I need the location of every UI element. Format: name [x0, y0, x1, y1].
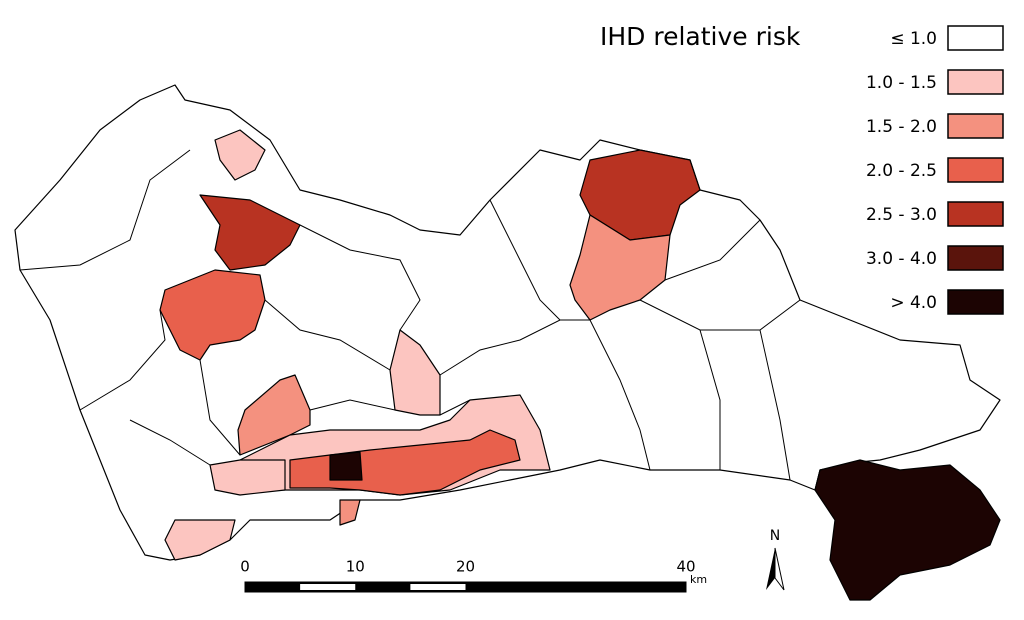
scale-unit: km [690, 573, 707, 586]
district [159, 269, 266, 361]
legend-label: 1.5 - 2.0 [866, 117, 937, 137]
scale-bar-segment [410, 584, 466, 590]
border [79, 309, 166, 411]
border [439, 319, 590, 376]
legend-swatch [947, 25, 1004, 51]
border [199, 359, 241, 456]
legend-label: 1.0 - 1.5 [866, 73, 937, 93]
scale-tick-label: 20 [456, 558, 475, 576]
border [589, 319, 651, 471]
border [299, 224, 421, 331]
district [569, 214, 671, 321]
district [389, 329, 441, 416]
district [237, 374, 311, 456]
border [759, 329, 791, 481]
district-borders [19, 149, 801, 481]
district [579, 149, 701, 241]
border [639, 299, 801, 331]
districts [14, 84, 1001, 601]
legend-label: ≤ 1.0 [890, 29, 937, 49]
legend-label: 2.5 - 3.0 [866, 205, 937, 225]
border [489, 199, 561, 321]
border [439, 399, 471, 416]
border [129, 419, 211, 466]
border [19, 149, 191, 271]
district [209, 459, 286, 496]
north-arrow-right [774, 547, 785, 591]
border [664, 219, 761, 281]
legend-swatch [947, 245, 1004, 271]
legend-label: 3.0 - 4.0 [866, 249, 937, 269]
scale-tick-label: 0 [240, 558, 250, 576]
legend-label: > 4.0 [890, 293, 937, 313]
scale-bar-segment [300, 584, 356, 590]
legend-title: IHD relative risk [600, 22, 801, 51]
border [699, 329, 721, 470]
district [214, 129, 266, 181]
legend-swatch [947, 201, 1004, 227]
legend: ≤ 1.0 1.0 - 1.5 1.5 - 2.0 2.0 - 2.5 2.5 - 3.… [866, 25, 1004, 315]
district [329, 451, 363, 481]
legend-swatch [947, 157, 1004, 183]
border [309, 399, 396, 411]
north-label: N [770, 528, 780, 544]
north-arrow-left [766, 548, 775, 590]
district [339, 499, 361, 526]
scale-tick-label: 40 [676, 558, 695, 576]
district [199, 194, 301, 271]
legend-swatch [947, 69, 1004, 95]
district [164, 519, 236, 561]
border [264, 299, 391, 371]
legend-swatch [947, 113, 1004, 139]
legend-swatch [947, 289, 1004, 315]
district [814, 459, 1001, 601]
legend-label: 2.0 - 2.5 [866, 161, 937, 181]
north-arrow: N [766, 528, 785, 591]
scale-tick-label: 10 [346, 558, 365, 576]
